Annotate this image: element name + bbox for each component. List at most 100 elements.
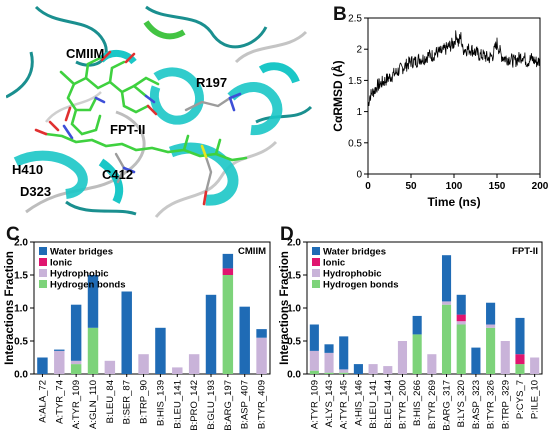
- cmiim-bar-ionic: [222, 268, 234, 275]
- fpt-bar-ionic: [515, 354, 525, 365]
- fpt-bar-hydrophobic: [368, 364, 378, 374]
- rmsd-y-tick-label: 1.5: [348, 76, 362, 87]
- fpt-y-tick-label: 1.5: [287, 271, 301, 282]
- fpt-x-tick-label: P:ILE_10: [530, 380, 541, 419]
- cmiim-bar-water_bridges: [256, 329, 267, 338]
- cmiim-x-tick-label: B:HIS_139: [155, 380, 166, 426]
- cmiim-bar-water_bridges: [239, 306, 250, 374]
- fpt-bar-hydrophobic: [339, 369, 349, 373]
- cmiim-y-tick-label: 1.0: [14, 304, 28, 315]
- fpt-bar-hydrogen_bonds: [324, 372, 334, 374]
- cmiim-x-tick-label: B:TYR_409: [257, 380, 268, 429]
- rmsd-y-tick-label: 0: [356, 170, 362, 181]
- rmsd-x-tick-label: 200: [532, 181, 549, 192]
- structure-label-fpt: FPT-II: [110, 122, 145, 137]
- cmiim-bar-hydrogen_bonds: [87, 327, 99, 374]
- rmsd-x-tick-label: 0: [365, 181, 371, 192]
- fpt-bar-hydrogen_bonds: [309, 370, 319, 374]
- fpt-x-tick-label: B:HIS_266: [412, 380, 423, 426]
- fpt-legend-swatch-ionic: [312, 258, 320, 266]
- cmiim-x-tick-label: A:TYR_74: [54, 380, 65, 424]
- cmiim-legend-swatch-water_bridges: [39, 247, 47, 255]
- cmiim-x-tick-label: A:ALA_72: [37, 380, 48, 423]
- cmiim-x-tick-label: B:SER_87: [122, 380, 133, 424]
- fpt-x-tick-label: B:TRP_329: [500, 380, 511, 429]
- fpt-bar-water_bridges: [515, 317, 525, 355]
- cmiim-y-tick-label: 1.5: [14, 271, 28, 282]
- structure-drawing: CMIIM R197 FPT-II H410 C412 D323: [6, 2, 316, 220]
- fpt-bar-hydrophobic: [309, 350, 319, 371]
- fpt-legend-swatch-hydrophobic: [312, 269, 320, 277]
- cmiim-bar-hydrophobic: [138, 354, 149, 374]
- fpt-bar-water_bridges: [309, 324, 319, 351]
- rmsd-x-tick-label: 100: [446, 181, 463, 192]
- panel-letter-d: D: [280, 224, 294, 245]
- rmsd-x-tick-label: 50: [405, 181, 417, 192]
- fpt-x-tick-label: B:ARG_317: [442, 380, 453, 431]
- cmiim-legend-label-water_bridges: Water bridges: [50, 247, 113, 258]
- fpt-bar-hydrophobic: [441, 301, 452, 305]
- cmiim-y-tick-label: 2.0: [14, 238, 28, 249]
- cmiim-interaction-bar-chart: 0.0 0.5 1.0 1.5 2.0 Interactions Fraction A:AL…: [4, 238, 271, 431]
- rmsd-y-tick-label: 0.5: [348, 138, 362, 149]
- fpt-x-tick-label: B:LYS_320: [456, 380, 467, 427]
- structure-label-r197: R197: [196, 75, 227, 90]
- structure-label-c412: C412: [102, 167, 133, 182]
- fpt-bar-hydrophobic: [530, 357, 540, 374]
- fpt-legend-label-hydrophobic: Hydrophobic: [323, 269, 382, 280]
- cmiim-y-tick-label: 0.5: [14, 337, 28, 348]
- fpt-x-tick-label: P:CYS_7: [515, 380, 526, 419]
- fpt-x-tick-label: B:LEU_144: [383, 380, 394, 429]
- fpt-legend-label-water_bridges: Water bridges: [323, 247, 386, 258]
- fpt-bar-hydrogen_bonds: [441, 304, 452, 374]
- fpt-y-tick-label: 2.0: [287, 238, 301, 249]
- cmiim-bar-hydrogen_bonds: [70, 364, 82, 374]
- rmsd-y-tick-label: 2: [356, 45, 362, 56]
- rmsd-line-chart: 0 0.5 1 1.5 2 2.5 0 50 100 150 200 Time (ns) CαRMSD …: [330, 14, 549, 210]
- rmsd-y-axis-title: CαRMSD (Å): [330, 60, 345, 131]
- cmiim-x-tick-label: B:TRP_90: [139, 380, 150, 424]
- fpt-x-tick-label: A:TYR_145: [339, 380, 350, 429]
- rmsd-x-tick-label: 150: [489, 181, 506, 192]
- fpt-bar-hydrogen_bonds: [456, 324, 466, 374]
- fpt-legend-swatch-water_bridges: [312, 247, 320, 255]
- rmsd-y-tick-label: 2.5: [348, 14, 362, 25]
- cmiim-x-tick-label: B:ARG_197: [223, 380, 234, 431]
- fpt-bar-water_bridges: [412, 315, 422, 335]
- cmiim-bar-water_bridges: [121, 291, 132, 374]
- fpt-y-tick-label: 0.5: [287, 337, 301, 348]
- cmiim-bar-water_bridges: [87, 275, 99, 328]
- cmiim-x-tick-label: A:GLN_110: [88, 380, 99, 429]
- cmiim-bar-hydrophobic: [54, 350, 65, 374]
- cmiim-legend-swatch-ionic: [39, 258, 47, 266]
- cmiim-x-tick-label: B:LEU_84: [105, 380, 116, 423]
- fpt-x-tick-label: B:TYR_200: [397, 380, 408, 429]
- fpt-bar-hydrophobic: [486, 324, 496, 328]
- cmiim-y-axis-title: Interactions Fraction: [4, 251, 16, 365]
- fpt-bar-hydrogen_bonds: [486, 327, 496, 374]
- fpt-bar-hydrophobic: [500, 341, 510, 374]
- fpt-bar-water_bridges: [471, 347, 481, 374]
- protein-ligand-structure-image: CMIIM R197 FPT-II H410 C412 D323: [6, 2, 316, 220]
- cmiim-legend-label-ionic: Ionic: [50, 258, 72, 269]
- fpt-x-tick-label: A:TYR_109: [309, 380, 320, 429]
- cmiim-x-tick-label: B:ASP_407: [240, 380, 251, 429]
- fpt-bar-hydrophobic: [397, 341, 408, 374]
- fpt-bar-water_bridges: [324, 344, 334, 353]
- cmiim-bar-hydrophobic: [256, 337, 267, 374]
- fpt-y-tick-label: 0.0: [287, 370, 301, 381]
- cmiim-bar-hydrogen_bonds: [222, 275, 234, 374]
- cmiim-x-tick-label: B:PRO_142: [189, 380, 200, 431]
- fpt-interaction-bar-chart: 0.0 0.5 1.0 1.5 2.0 Interactions Fraction A:TY…: [279, 238, 543, 431]
- structure-label-d323: D323: [20, 184, 51, 199]
- cmiim-bar-water_bridges: [70, 304, 82, 361]
- fpt-x-tick-label: A:LYS_143: [324, 380, 335, 427]
- fpt-bar-hydrophobic: [456, 321, 466, 325]
- cmiim-y-tick-label: 0.0: [14, 370, 28, 381]
- fpt-bar-hydrophobic: [324, 352, 334, 373]
- fpt-x-tick-label: B:TYR_269: [427, 380, 438, 429]
- fpt-bar-hydrophobic: [383, 366, 393, 374]
- fpt-bar-hydrogen_bonds: [412, 334, 422, 374]
- fpt-y-axis-title: Interactions Fraction: [279, 251, 291, 365]
